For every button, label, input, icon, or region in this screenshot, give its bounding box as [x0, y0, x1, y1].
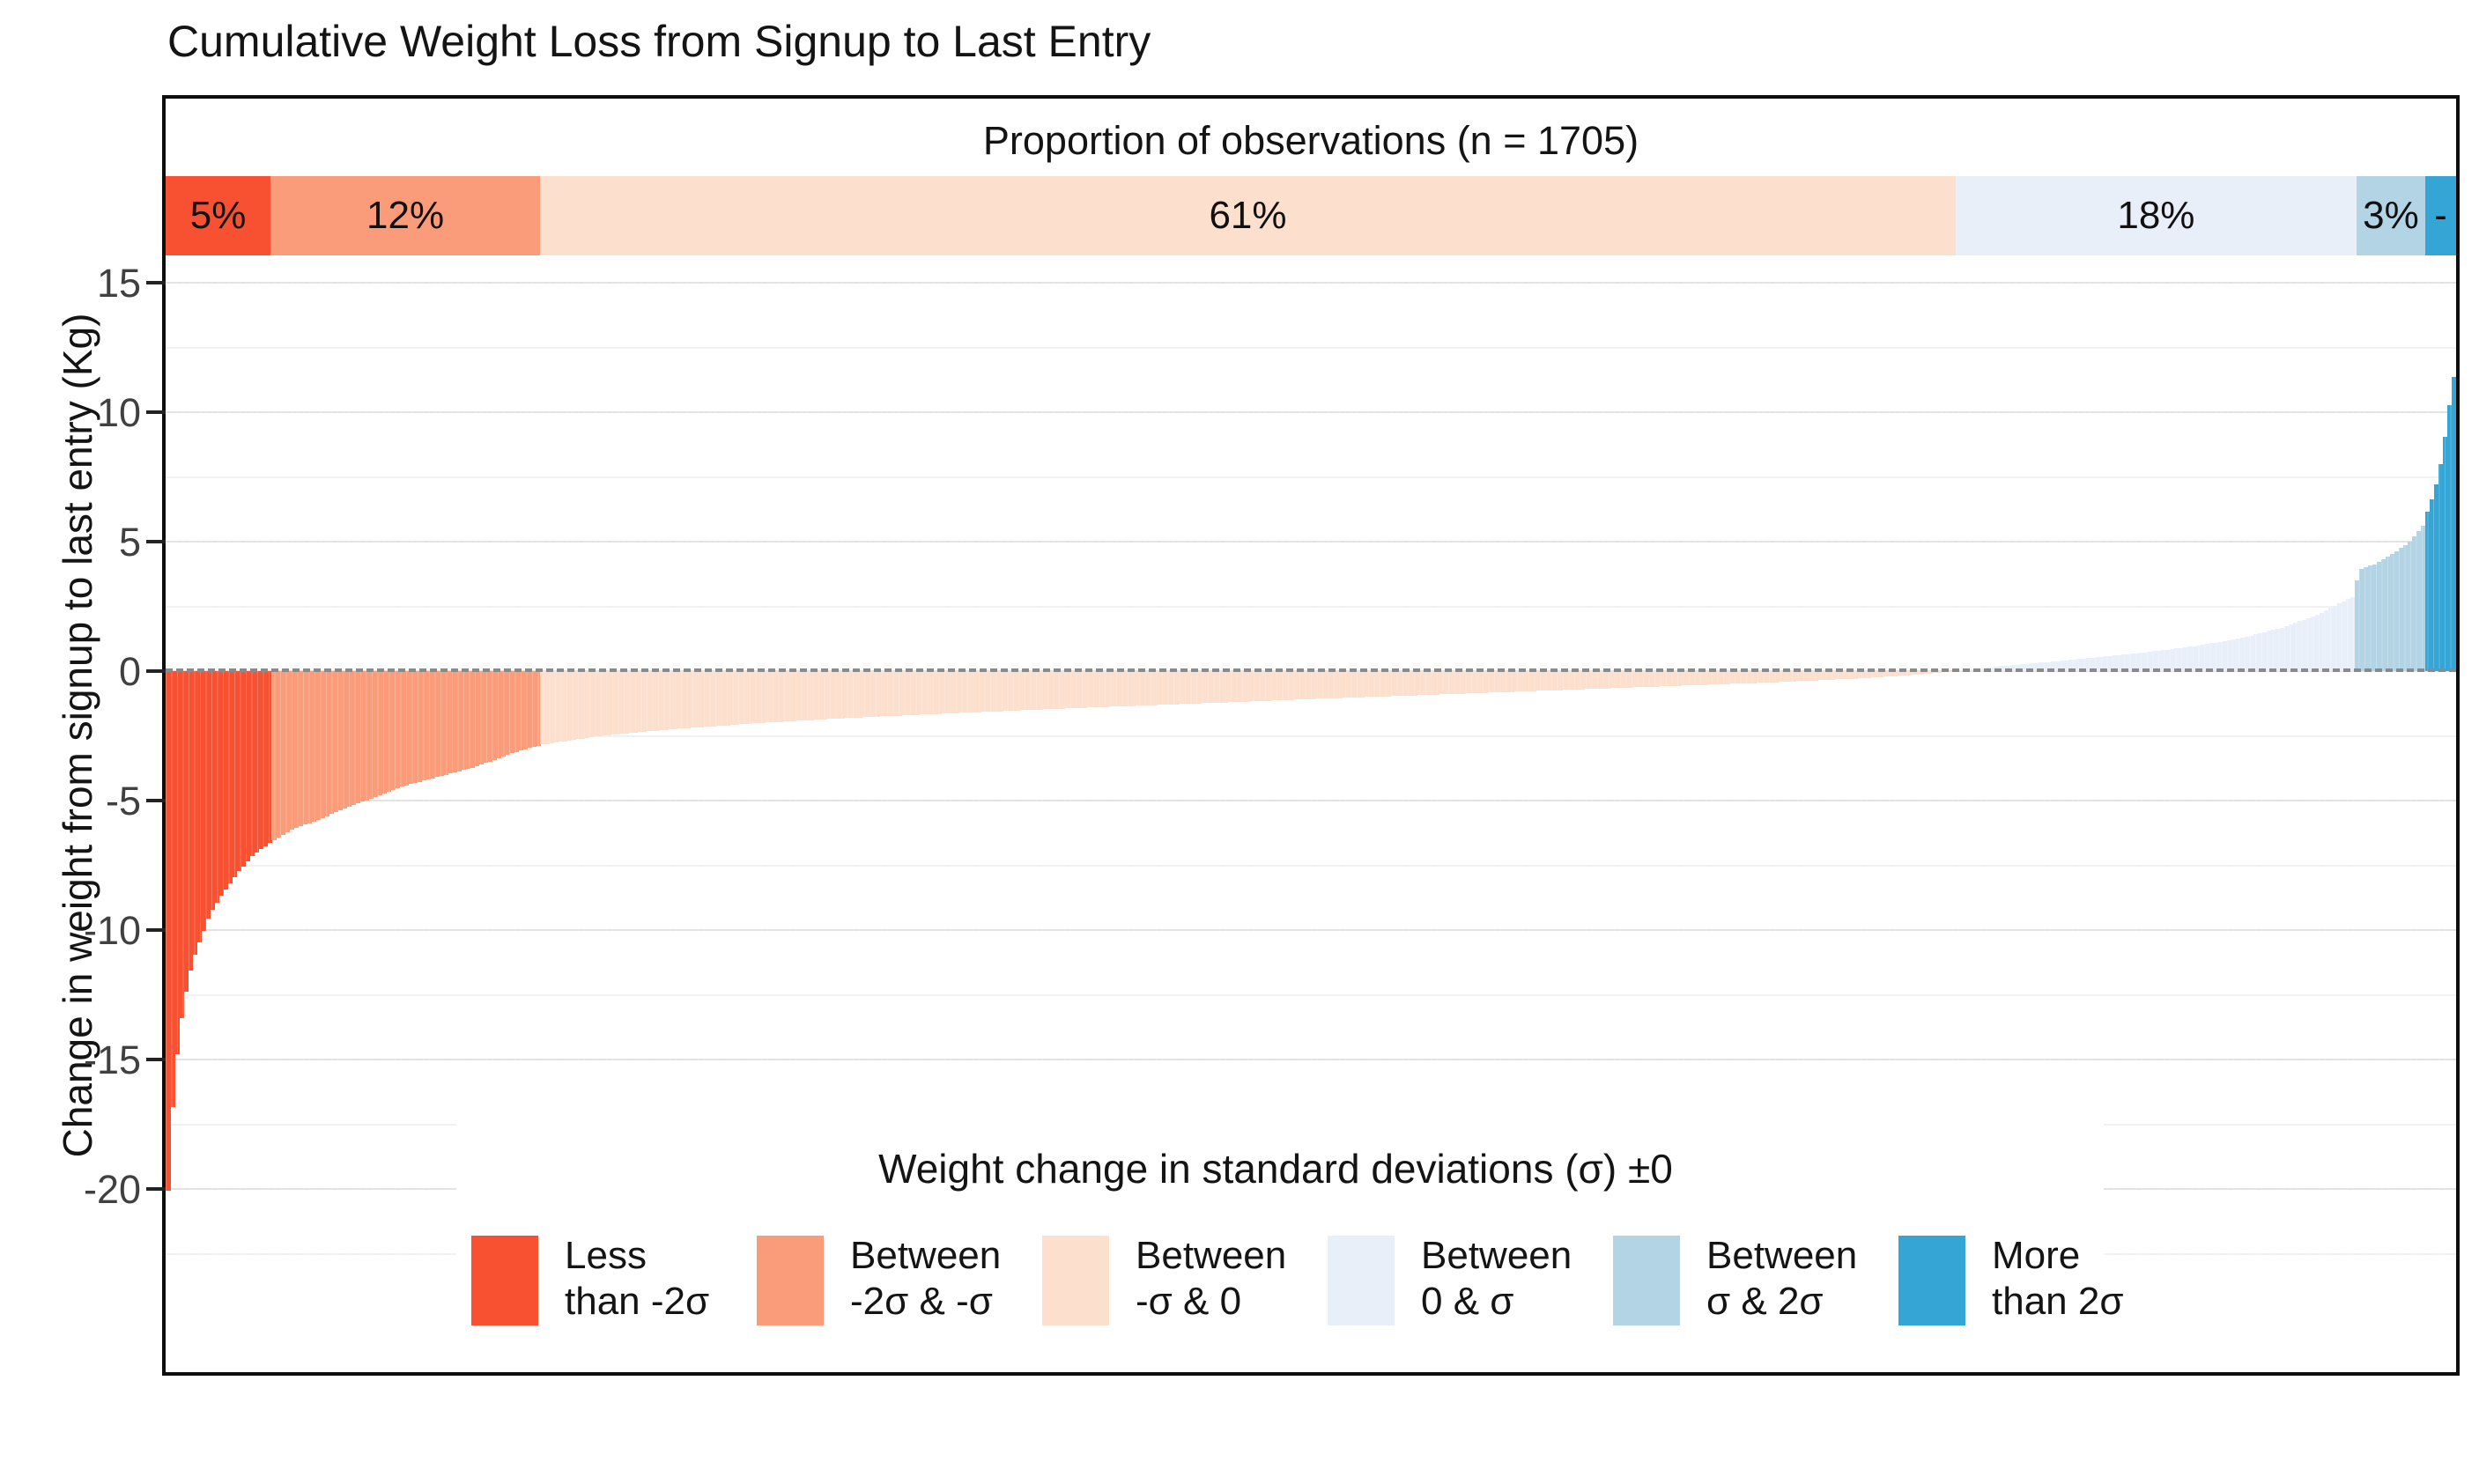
proportion-segment-label: 61%	[540, 176, 1956, 255]
legend-swatch	[471, 1236, 538, 1325]
legend-swatch	[1042, 1236, 1109, 1325]
plot-area: 5%12%61%18%3%- Proportion of observation…	[166, 99, 2456, 1372]
y-tick-mark	[146, 669, 166, 673]
legend-swatch	[1613, 1236, 1680, 1325]
proportion-segment-label: -	[2425, 176, 2456, 255]
figure-canvas: { "title": "Cumulative Weight Loss from …	[0, 0, 2479, 1400]
y-tick-label: 5	[0, 522, 141, 562]
y-tick-label: -5	[0, 781, 141, 821]
legend-swatch	[1898, 1236, 1965, 1325]
y-tick-label: 15	[0, 263, 141, 303]
chart-title: Cumulative Weight Loss from Signup to La…	[167, 16, 1151, 67]
zero-baseline-dashed-line	[166, 668, 2456, 672]
legend-label: Between-σ & 0	[1136, 1233, 1286, 1325]
proportion-segment-label: 3%	[2357, 176, 2425, 255]
y-tick-label: 0	[0, 652, 141, 691]
y-tick-label: -20	[0, 1170, 141, 1209]
proportion-segment-label: 5%	[166, 176, 270, 255]
y-tick-label: 10	[0, 393, 141, 432]
y-tick-mark	[146, 281, 166, 284]
proportion-segment-label: 12%	[270, 176, 540, 255]
proportion-segment-label: 18%	[1956, 176, 2357, 255]
y-axis-title: Change in weight from signup to last ent…	[54, 0, 101, 1484]
proportion-band: 5%12%61%18%3%-	[166, 176, 2456, 255]
legend-label: Between-2σ & -σ	[850, 1233, 1001, 1325]
y-tick-mark	[146, 1187, 166, 1191]
y-tick-label: -15	[0, 1040, 141, 1080]
legend-title: Weight change in standard deviations (σ)…	[465, 1145, 2086, 1192]
y-tick-mark	[146, 799, 166, 802]
y-tick-mark	[146, 928, 166, 932]
y-tick-mark	[146, 540, 166, 543]
y-tick-mark	[146, 410, 166, 414]
proportion-band-title: Proportion of observations (n = 1705)	[166, 118, 2456, 164]
observation-bar	[2452, 377, 2457, 671]
legend-swatch	[1328, 1236, 1395, 1325]
y-tick-mark	[146, 1058, 166, 1061]
y-tick-label: -10	[0, 911, 141, 950]
legend-swatch	[757, 1236, 824, 1325]
